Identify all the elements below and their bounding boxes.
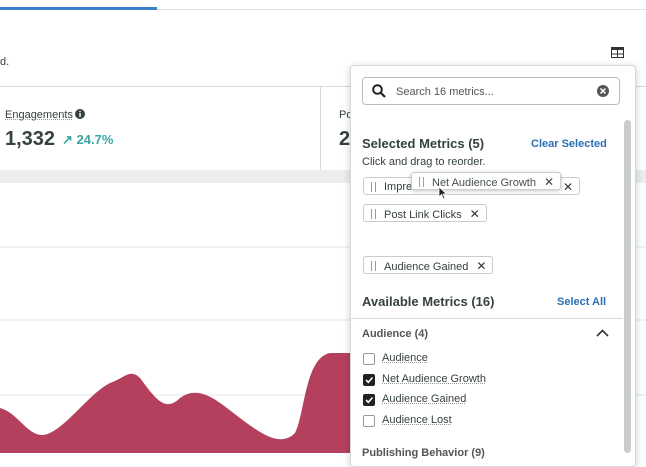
- checkbox[interactable]: [363, 394, 375, 406]
- chip-label: Post Link Clicks: [384, 209, 462, 221]
- metric-chip[interactable]: Post Link Clicks ✕: [363, 204, 487, 222]
- selected-title: Selected Metrics (5): [362, 136, 484, 151]
- search-placeholder: Search 16 metrics...: [396, 86, 494, 98]
- clear-selected[interactable]: Clear Selected: [531, 138, 607, 150]
- cursor: [438, 186, 448, 200]
- available-title: Available Metrics (16): [362, 294, 494, 309]
- clear-search[interactable]: [597, 85, 609, 97]
- metric-label: Engagements: [5, 109, 73, 121]
- metric-chip[interactable]: Audience Gained ✕: [363, 256, 493, 274]
- chip-label: Impre: [384, 181, 412, 193]
- collapse-icon[interactable]: [596, 329, 609, 337]
- metric-value: 1,332: [5, 128, 55, 151]
- card-divider: [320, 87, 321, 170]
- active-tab: [0, 7, 157, 10]
- screen: {"page":{"intro":"d.","card":{"label":"E…: [0, 0, 646, 453]
- change-value: 24.7%: [77, 132, 114, 147]
- metric-value: 2: [339, 128, 350, 151]
- select-all[interactable]: Select All: [557, 296, 606, 308]
- option-label[interactable]: Audience Lost: [382, 414, 452, 426]
- checkbox[interactable]: [363, 415, 375, 427]
- info-icon[interactable]: [75, 109, 85, 119]
- hint: Click and drag to reorder.: [362, 156, 486, 168]
- scrollbar[interactable]: [624, 120, 631, 453]
- area: [0, 353, 350, 453]
- divider: [351, 318, 623, 319]
- checkbox[interactable]: [363, 353, 375, 365]
- option-label[interactable]: Audience Gained: [382, 393, 466, 405]
- chip-label: Audience Gained: [384, 261, 468, 273]
- dragging-chip[interactable]: Net Audience Growth ✕: [411, 172, 561, 190]
- checkbox[interactable]: [363, 374, 375, 386]
- metric-change: ↗ 24.7%: [62, 132, 113, 148]
- option-label[interactable]: Audience: [382, 352, 428, 364]
- table-icon[interactable]: [611, 47, 624, 58]
- group-title: Publishing Behavior (9): [362, 447, 485, 459]
- option-label[interactable]: Net Audience Growth: [382, 373, 486, 385]
- intro-text: d.: [0, 56, 9, 68]
- group-title: Audience (4): [362, 328, 428, 340]
- search-icon: [372, 84, 386, 98]
